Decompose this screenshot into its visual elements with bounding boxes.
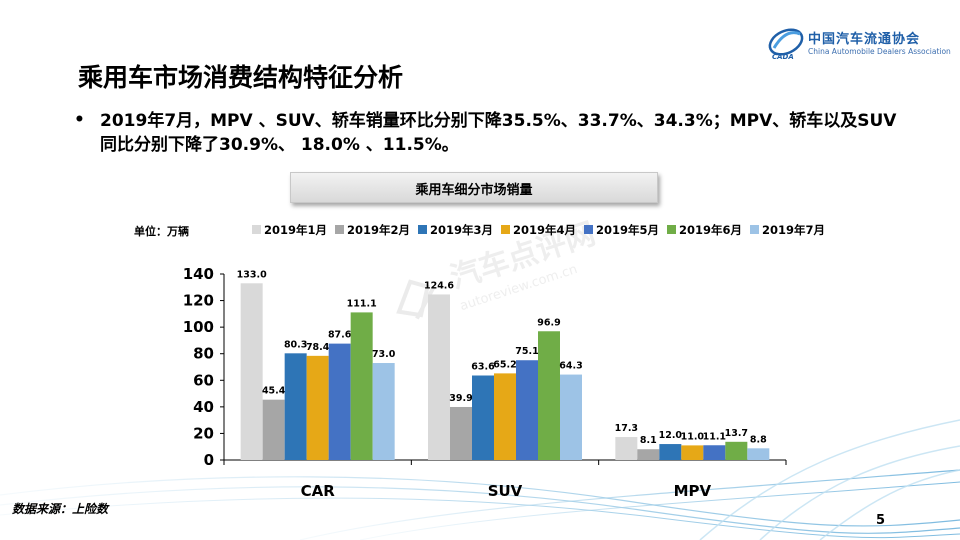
y-tick-label: 120 — [183, 292, 214, 310]
bar — [350, 312, 373, 460]
bar — [240, 283, 263, 460]
bar — [328, 343, 351, 460]
bar — [637, 449, 660, 460]
data-label: 8.8 — [750, 434, 767, 445]
page-number: 5 — [876, 513, 886, 528]
y-tick-label: 100 — [183, 318, 214, 336]
data-label: 17.3 — [615, 423, 638, 434]
data-label: 13.7 — [725, 428, 748, 439]
data-label: 75.1 — [515, 346, 538, 357]
bar — [372, 363, 395, 460]
legend-label: 2019年3月 — [430, 223, 493, 237]
data-label: 124.6 — [424, 280, 454, 291]
legend-label: 2019年1月 — [264, 223, 327, 237]
cada-emblem-icon: CADA — [768, 28, 804, 61]
bar — [681, 445, 704, 460]
bar — [262, 399, 285, 460]
bar — [428, 294, 450, 460]
y-tick-label: 80 — [193, 345, 214, 363]
data-label: 8.1 — [640, 435, 657, 446]
legend-swatch — [418, 225, 427, 234]
chart-title: 乘用车细分市场销量 — [415, 183, 533, 198]
y-tick-label: 0 — [204, 451, 214, 469]
bar — [450, 406, 472, 460]
watermark: 汽车点评网 autoreview.com.cn — [396, 218, 600, 320]
legend-label: 2019年4月 — [513, 223, 576, 237]
data-label: 78.4 — [306, 342, 330, 353]
bar — [560, 374, 582, 460]
org-name-cn: 中国汽车流通协会 — [808, 32, 921, 47]
org-logo: CADA 中国汽车流通协会 China Automobile Dealers A… — [766, 22, 951, 62]
summary-text: 2019年7月，MPV 、SUV、轿车销量环比分别下降35.5%、33.7%、3… — [100, 111, 897, 155]
data-label: 65.2 — [493, 359, 516, 370]
legend-label: 2019年2月 — [347, 223, 410, 237]
legend-label: 2019年6月 — [679, 223, 742, 237]
data-label: 64.3 — [559, 361, 582, 372]
data-label: 133.0 — [237, 269, 267, 280]
y-tick-label: 140 — [183, 265, 214, 283]
unit-label: 单位：万辆 — [134, 225, 189, 238]
bar — [284, 353, 307, 460]
legend-swatch — [667, 225, 676, 234]
bar — [703, 445, 726, 460]
data-source: 数据来源：上险数 — [12, 502, 109, 516]
category-label: MPV — [674, 482, 712, 500]
legend-swatch — [750, 225, 759, 234]
data-label: 11.0 — [681, 431, 705, 442]
data-label: 111.1 — [347, 298, 377, 309]
data-label: 73.0 — [372, 349, 396, 360]
data-label: 96.9 — [537, 317, 560, 328]
bar — [516, 360, 538, 460]
bar — [659, 444, 682, 460]
legend-swatch — [335, 225, 344, 234]
data-label: 80.3 — [284, 339, 307, 350]
page-title: 乘用车市场消费结构特征分析 — [78, 63, 404, 92]
bar — [538, 331, 560, 460]
legend-label: 2019年5月 — [596, 223, 659, 237]
data-label: 11.1 — [703, 431, 726, 442]
bar — [494, 373, 516, 460]
category-label: CAR — [301, 482, 336, 500]
y-tick-label: 60 — [193, 371, 214, 389]
org-badge: CADA — [772, 53, 794, 61]
bar — [747, 448, 770, 460]
category-label: SUV — [488, 482, 523, 500]
legend-swatch — [501, 225, 510, 234]
data-label: 39.9 — [449, 393, 472, 404]
bullet-marker: • — [74, 110, 85, 130]
legend-swatch — [584, 225, 593, 234]
y-tick-label: 40 — [193, 398, 214, 416]
legend-swatch — [252, 225, 261, 234]
data-label: 63.6 — [471, 362, 495, 373]
org-name-en: China Automobile Dealers Association — [808, 47, 951, 56]
bar — [615, 437, 638, 460]
data-label: 87.6 — [328, 330, 352, 341]
chart-title-box: 乘用车细分市场销量 — [290, 172, 658, 203]
y-tick-label: 20 — [193, 424, 214, 442]
data-label: 45.4 — [262, 386, 286, 397]
bar — [472, 375, 494, 460]
legend-label: 2019年7月 — [762, 223, 825, 237]
data-label: 12.0 — [659, 430, 683, 441]
bar — [725, 441, 748, 460]
bar — [306, 355, 329, 460]
